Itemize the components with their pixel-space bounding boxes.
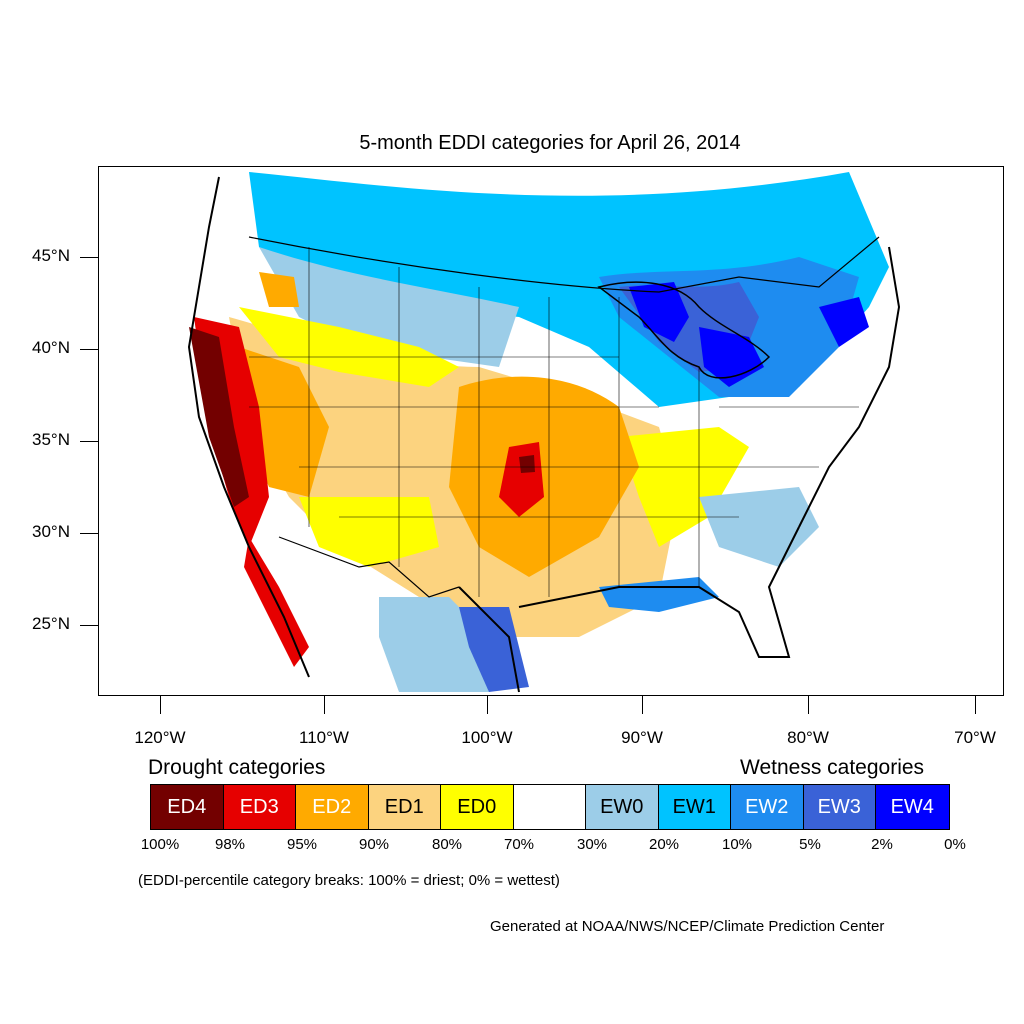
lat-tick xyxy=(80,257,98,258)
break-30: 30% xyxy=(576,836,608,853)
lon-label-80: 80°W xyxy=(787,728,829,747)
legend-ew1: EW1 xyxy=(658,785,731,829)
lon-label-100: 100°W xyxy=(461,728,513,747)
region-ew4-michigan xyxy=(629,282,689,342)
lat-label-25: 25°N xyxy=(32,614,70,633)
break-0: 0% xyxy=(944,836,966,853)
region-ew0-east xyxy=(699,487,819,567)
lon-label-120: 120°W xyxy=(134,728,186,747)
eddi-map xyxy=(187,172,901,693)
lon-tick xyxy=(975,696,976,714)
legend-normal xyxy=(513,785,586,829)
break-98: 98% xyxy=(214,836,246,853)
break-2: 2% xyxy=(871,836,893,853)
legend-ed4: ED4 xyxy=(151,785,224,829)
break-5: 5% xyxy=(799,836,821,853)
lon-label-90: 90°W xyxy=(621,728,663,747)
lon-tick xyxy=(808,696,809,714)
east-coastline xyxy=(798,246,901,528)
lat-tick xyxy=(80,533,98,534)
lat-label-35: 35°N xyxy=(32,430,70,449)
west-coastline xyxy=(187,176,310,678)
break-80: 80% xyxy=(431,836,463,853)
gulf-coastline xyxy=(458,526,800,693)
credit-line: Generated at NOAA/NWS/NCEP/Climate Predi… xyxy=(490,918,885,935)
lat-tick xyxy=(80,441,98,442)
region-ew3-texas-gulf xyxy=(459,607,529,692)
category-legend: ED4 ED3 ED2 ED1 ED0 EW0 EW1 EW2 EW3 EW4 xyxy=(150,784,950,830)
state-lines xyxy=(249,247,859,597)
lat-label-30: 30°N xyxy=(32,522,70,541)
drought-heading: Drought categories xyxy=(148,756,326,779)
region-ed0-band xyxy=(239,307,459,387)
lon-label-110: 110°W xyxy=(299,728,349,747)
legend-ew2: EW2 xyxy=(731,785,804,829)
lon-tick xyxy=(487,696,488,714)
us-canada-border xyxy=(248,236,880,293)
break-95: 95% xyxy=(286,836,318,853)
wetness-heading: Wetness categories xyxy=(740,756,925,779)
category-note: (EDDI-percentile category breaks: 100% =… xyxy=(138,872,560,889)
lat-label-45: 45°N xyxy=(32,246,70,265)
lon-tick xyxy=(324,696,325,714)
lon-tick xyxy=(160,696,161,714)
map-title: 5-month EDDI categories for April 26, 20… xyxy=(359,132,741,154)
region-ed0-south xyxy=(299,497,439,567)
lon-label-70: 70°W xyxy=(954,728,996,747)
region-ew0-mexico xyxy=(379,597,489,692)
legend-ed3: ED3 xyxy=(223,785,296,829)
break-90: 90% xyxy=(358,836,390,853)
break-10: 10% xyxy=(721,836,753,853)
us-mexico-border xyxy=(278,536,460,598)
lat-tick xyxy=(80,349,98,350)
legend-ew3: EW3 xyxy=(803,785,876,829)
legend-ed0: ED0 xyxy=(441,785,514,829)
region-ed4-california xyxy=(189,327,249,507)
region-ew2-gulf xyxy=(599,577,719,612)
legend-ed1: ED1 xyxy=(368,785,441,829)
break-20: 20% xyxy=(648,836,680,853)
region-ed2-plains xyxy=(449,376,639,577)
region-ew4-east xyxy=(819,297,869,347)
map-frame xyxy=(98,166,1004,696)
region-ed4-kansas xyxy=(519,455,535,473)
region-ed2-oregon xyxy=(259,272,299,307)
great-lakes-outline xyxy=(597,281,771,379)
legend-ew0: EW0 xyxy=(586,785,659,829)
lon-tick xyxy=(642,696,643,714)
lat-label-40: 40°N xyxy=(32,338,70,357)
lat-tick xyxy=(80,625,98,626)
break-70: 70% xyxy=(503,836,535,853)
legend-ew4: EW4 xyxy=(876,785,949,829)
break-100: 100% xyxy=(140,836,180,853)
legend-ed2: ED2 xyxy=(296,785,369,829)
region-ew0-north xyxy=(259,247,519,367)
